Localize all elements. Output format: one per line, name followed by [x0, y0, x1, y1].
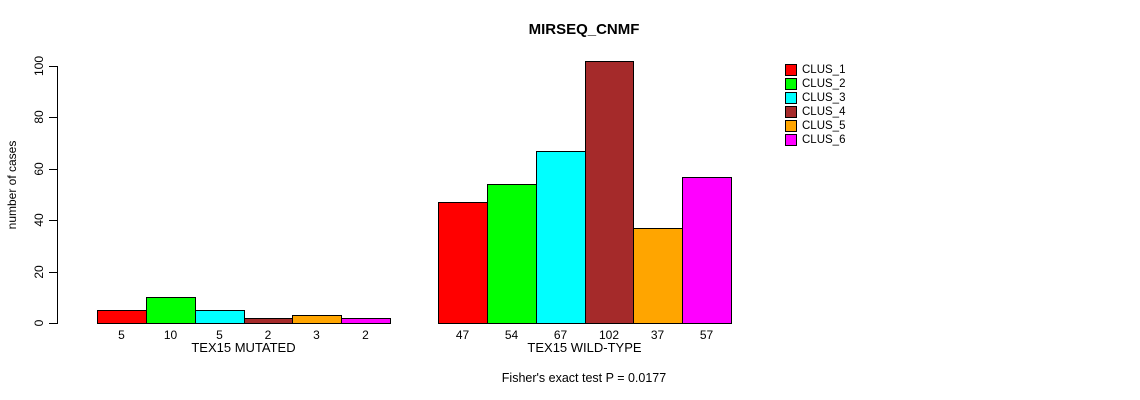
y-tick-label: 40 — [32, 213, 46, 227]
fisher-test-annotation: Fisher's exact test P = 0.0177 — [501, 371, 667, 385]
legend-label: CLUS_1 — [802, 64, 846, 76]
legend-label: CLUS_2 — [802, 78, 846, 90]
bar-value-label: 3 — [313, 328, 320, 342]
y-tick — [49, 220, 57, 221]
bar-value-label: 5 — [216, 328, 223, 342]
legend-swatch — [785, 92, 797, 104]
bar-value-label: 102 — [598, 328, 620, 342]
legend-item: CLUS_2 — [785, 77, 845, 91]
legend-label: CLUS_4 — [802, 106, 846, 118]
legend: CLUS_1 CLUS_2 CLUS_3 CLUS_4 CLUS_5 CLUS_6 — [785, 63, 845, 147]
y-tick — [49, 169, 57, 170]
bar-value-label: 67 — [553, 328, 568, 342]
bar — [487, 184, 537, 324]
y-tick — [49, 66, 57, 67]
bar-value-label: 5 — [118, 328, 125, 342]
bar — [146, 297, 196, 324]
y-tick — [49, 117, 57, 118]
legend-label: CLUS_3 — [802, 92, 846, 104]
bar-value-label: 37 — [650, 328, 665, 342]
y-tick — [49, 272, 57, 273]
y-axis-line — [57, 66, 58, 324]
bar-value-label: 57 — [699, 328, 714, 342]
y-tick-label: 20 — [32, 265, 46, 279]
legend-item: CLUS_5 — [785, 119, 845, 133]
bar — [244, 318, 293, 324]
group-label: TEX15 MUTATED — [191, 340, 296, 355]
legend-swatch — [785, 106, 797, 118]
legend-swatch — [785, 64, 797, 76]
y-tick-label: 60 — [32, 162, 46, 176]
y-tick — [49, 323, 57, 324]
y-tick-label: 100 — [32, 55, 46, 77]
bar-value-label: 10 — [163, 328, 178, 342]
legend-item: CLUS_4 — [785, 105, 845, 119]
bar — [438, 202, 488, 324]
bar — [585, 61, 634, 324]
y-tick-label: 80 — [32, 110, 46, 124]
bar — [195, 310, 245, 324]
y-tick-label: 0 — [32, 319, 46, 327]
bar — [341, 318, 391, 324]
legend-label: CLUS_6 — [802, 134, 846, 146]
legend-item: CLUS_6 — [785, 133, 845, 147]
group-label: TEX15 WILD-TYPE — [527, 340, 642, 355]
bar-value-label: 47 — [455, 328, 470, 342]
legend-item: CLUS_1 — [785, 63, 845, 77]
legend-swatch — [785, 120, 797, 132]
legend-swatch — [785, 134, 797, 146]
bar — [682, 177, 732, 324]
bar — [536, 151, 586, 324]
legend-label: CLUS_5 — [802, 120, 846, 132]
bar — [292, 315, 342, 324]
bar-value-label: 2 — [264, 328, 272, 342]
bar-value-label: 2 — [362, 328, 369, 342]
chart-title: MIRSEQ_CNMF — [528, 21, 640, 38]
bar-value-label: 54 — [504, 328, 519, 342]
legend-swatch — [785, 78, 797, 90]
bar — [97, 310, 147, 324]
y-axis-label: number of cases — [5, 140, 19, 230]
bar — [633, 228, 683, 324]
legend-item: CLUS_3 — [785, 91, 845, 105]
